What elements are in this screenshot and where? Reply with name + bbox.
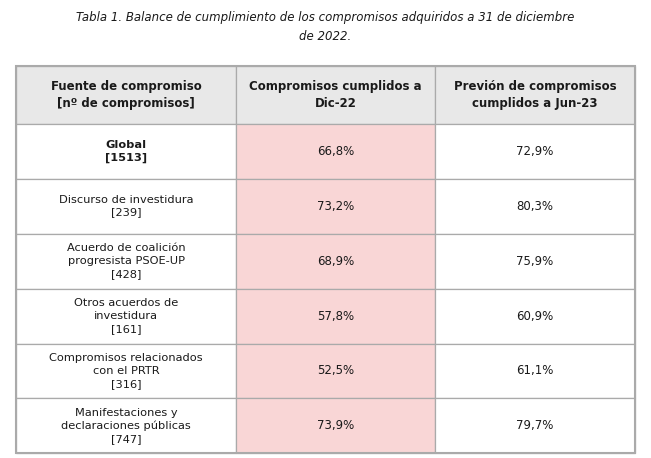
Bar [16,289,236,344]
Text: Acuerdo de coalición
progresista PSOE-UP
[428]: Acuerdo de coalición progresista PSOE-UP… [67,243,186,279]
Text: Tabla 1. Balance de cumplimiento de los compromisos adquiridos a 31 de diciembre: Tabla 1. Balance de cumplimiento de los … [76,11,575,24]
Bar [435,66,635,124]
Bar [435,124,635,179]
Text: 73,2%: 73,2% [317,200,354,213]
Bar [236,179,435,234]
Bar [435,179,635,234]
Bar [435,398,635,453]
Text: 57,8%: 57,8% [317,310,354,322]
Bar [236,66,435,124]
Text: 80,3%: 80,3% [516,200,553,213]
Text: de 2022.: de 2022. [299,30,352,43]
Text: 79,7%: 79,7% [516,420,553,432]
Bar [435,234,635,289]
Text: Otros acuerdos de
investidura
[161]: Otros acuerdos de investidura [161] [74,298,178,334]
Text: 75,9%: 75,9% [516,255,553,267]
Bar [435,289,635,344]
Text: 73,9%: 73,9% [317,420,354,432]
Bar [236,344,435,398]
Bar [236,234,435,289]
Bar [236,398,435,453]
Bar [435,344,635,398]
Bar [16,398,236,453]
Text: 66,8%: 66,8% [317,145,354,158]
Bar [16,66,236,124]
Bar [236,124,435,179]
Text: 61,1%: 61,1% [516,365,553,377]
Text: Discurso de investidura
[239]: Discurso de investidura [239] [59,195,193,218]
Bar [236,289,435,344]
Text: 52,5%: 52,5% [317,365,354,377]
Bar [16,124,236,179]
Text: Compromisos cumplidos a
Dic-22: Compromisos cumplidos a Dic-22 [249,80,422,110]
Text: 60,9%: 60,9% [516,310,553,322]
Bar [16,344,236,398]
Bar [16,66,635,453]
Text: Compromisos relacionados
con el PRTR
[316]: Compromisos relacionados con el PRTR [31… [49,353,203,389]
Text: Previón de compromisos
cumplidos a Jun-23: Previón de compromisos cumplidos a Jun-2… [454,80,616,110]
Text: 68,9%: 68,9% [317,255,354,267]
Text: Fuente de compromiso
[nº de compromisos]: Fuente de compromiso [nº de compromisos] [51,80,201,110]
Bar [16,234,236,289]
Text: Global
[1513]: Global [1513] [105,140,147,163]
Bar [16,179,236,234]
Text: 72,9%: 72,9% [516,145,553,158]
Text: Manifestaciones y
declaraciones públicas
[747]: Manifestaciones y declaraciones públicas… [61,408,191,444]
